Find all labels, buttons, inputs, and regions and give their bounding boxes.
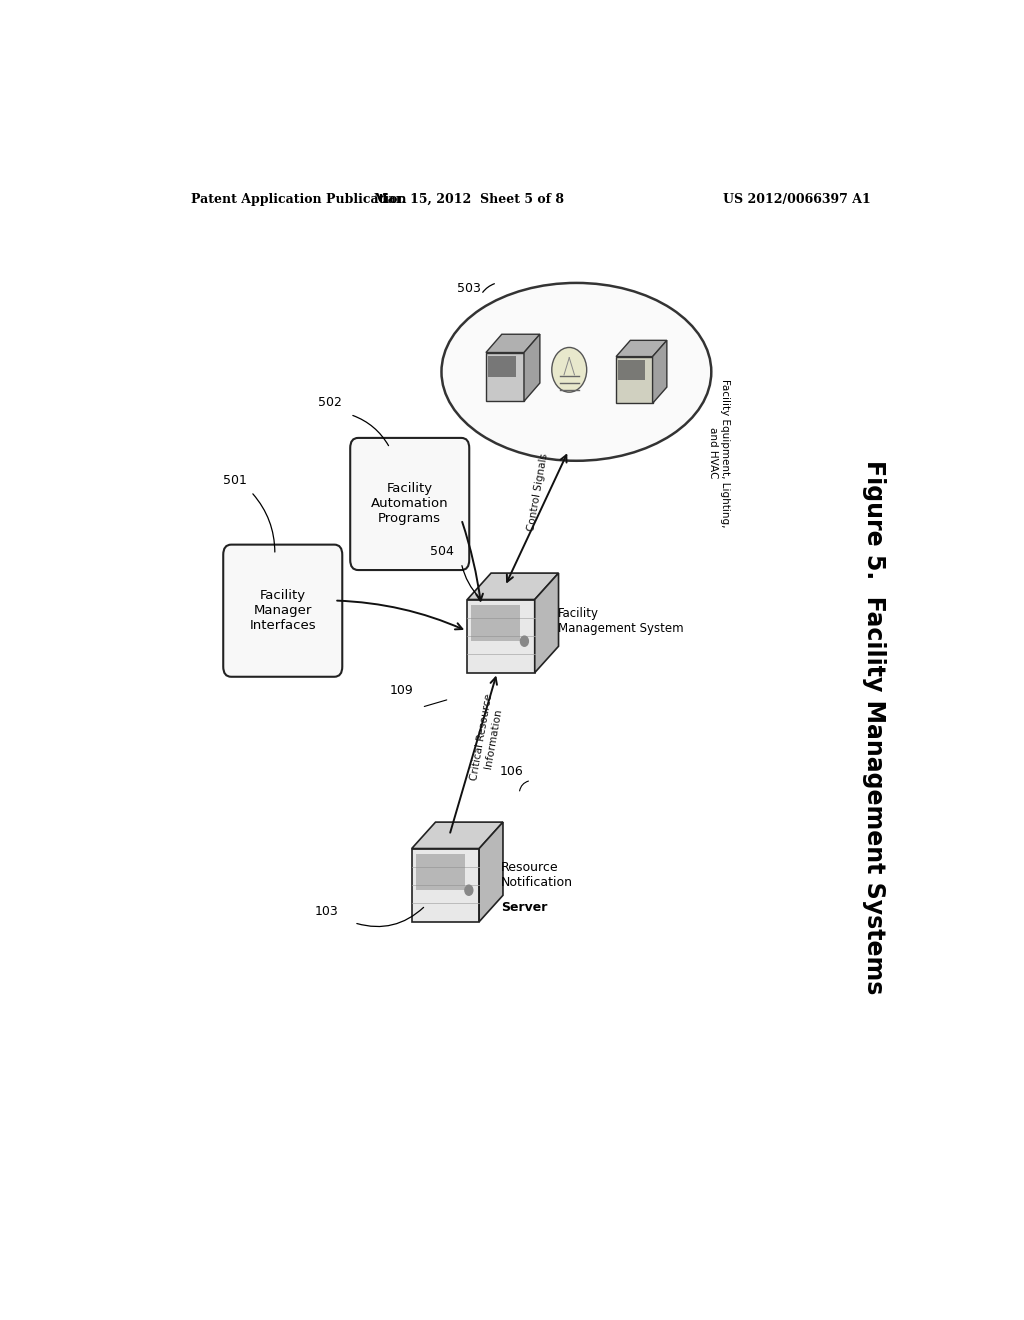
- Text: Facility
Automation
Programs: Facility Automation Programs: [371, 483, 449, 525]
- Text: 103: 103: [314, 904, 338, 917]
- Text: 504: 504: [429, 545, 454, 558]
- Text: Control Signals: Control Signals: [526, 451, 550, 532]
- Polygon shape: [467, 573, 558, 599]
- Text: Resource
Notification: Resource Notification: [501, 861, 573, 888]
- Polygon shape: [524, 334, 540, 401]
- Polygon shape: [471, 605, 520, 642]
- Polygon shape: [488, 355, 516, 378]
- Circle shape: [552, 347, 587, 392]
- Text: 109: 109: [390, 684, 414, 697]
- Polygon shape: [412, 849, 479, 921]
- Text: US 2012/0066397 A1: US 2012/0066397 A1: [723, 193, 871, 206]
- FancyBboxPatch shape: [350, 438, 469, 570]
- Polygon shape: [486, 334, 540, 352]
- Polygon shape: [467, 599, 535, 673]
- Polygon shape: [616, 356, 652, 404]
- Text: 503: 503: [458, 281, 481, 294]
- Text: 502: 502: [318, 396, 342, 409]
- Polygon shape: [616, 341, 667, 356]
- FancyBboxPatch shape: [223, 545, 342, 677]
- Circle shape: [520, 636, 528, 647]
- Text: Facility
Manager
Interfaces: Facility Manager Interfaces: [250, 589, 316, 632]
- Text: Figure 5.  Facility Management Systems: Figure 5. Facility Management Systems: [862, 461, 886, 995]
- Polygon shape: [618, 359, 645, 380]
- Text: Facility Equipment, Lighting,
and HVAC: Facility Equipment, Lighting, and HVAC: [709, 379, 730, 528]
- Polygon shape: [479, 822, 503, 921]
- Text: 106: 106: [500, 766, 523, 779]
- Text: Facility
Management System: Facility Management System: [558, 607, 684, 635]
- Text: Server: Server: [501, 902, 548, 913]
- Text: Critical Resource
Information: Critical Resource Information: [469, 693, 506, 783]
- Text: Mar. 15, 2012  Sheet 5 of 8: Mar. 15, 2012 Sheet 5 of 8: [374, 193, 564, 206]
- Polygon shape: [652, 341, 667, 404]
- Polygon shape: [416, 854, 465, 890]
- Polygon shape: [486, 352, 524, 401]
- Text: 501: 501: [223, 474, 247, 487]
- Text: Patent Application Publication: Patent Application Publication: [191, 193, 407, 206]
- Ellipse shape: [441, 282, 712, 461]
- Polygon shape: [412, 822, 503, 849]
- Polygon shape: [535, 573, 558, 673]
- Circle shape: [465, 886, 473, 895]
